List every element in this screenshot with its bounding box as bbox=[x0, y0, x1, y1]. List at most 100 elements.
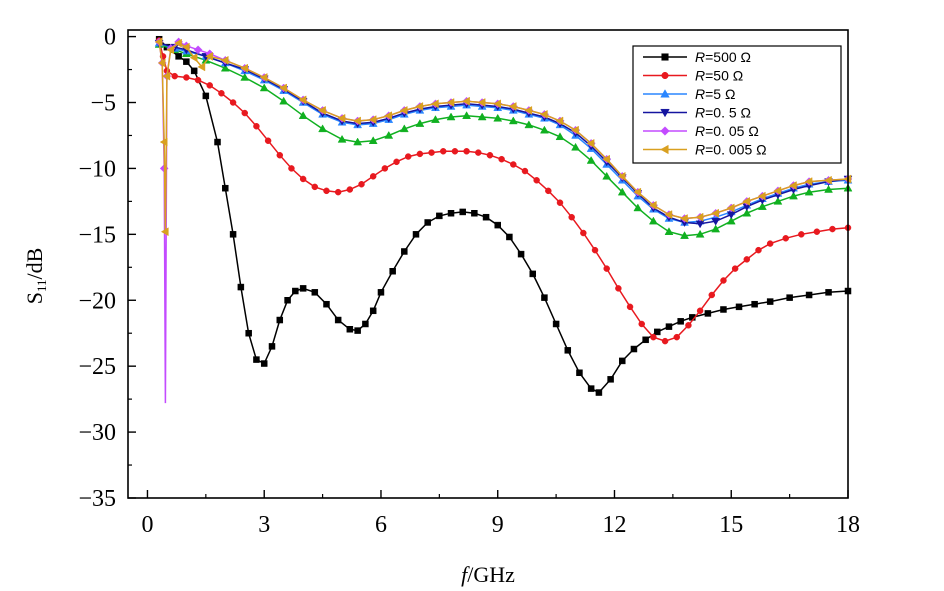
data-point-marker bbox=[568, 213, 575, 221]
data-point-marker bbox=[259, 73, 268, 82]
data-point-marker bbox=[493, 113, 503, 122]
data-point-marker bbox=[482, 213, 490, 221]
data-point-marker bbox=[323, 187, 330, 195]
legend-label-value: =0. 05 Ω bbox=[705, 123, 759, 139]
data-point-marker bbox=[782, 235, 789, 242]
data-point-marker bbox=[524, 120, 534, 129]
data-point-marker bbox=[377, 289, 385, 296]
data-point-marker bbox=[517, 250, 525, 258]
data-point-marker bbox=[661, 337, 669, 345]
data-point-marker bbox=[346, 186, 354, 193]
data-point-marker bbox=[660, 144, 669, 155]
x-tick-label: 12 bbox=[602, 512, 626, 538]
series-5 bbox=[154, 37, 852, 237]
data-point-marker bbox=[190, 67, 198, 75]
data-point-marker bbox=[175, 53, 182, 60]
data-point-marker bbox=[711, 217, 721, 226]
data-point-marker bbox=[159, 137, 168, 147]
data-point-marker bbox=[154, 37, 163, 47]
data-point-marker bbox=[539, 109, 548, 119]
data-point-marker bbox=[368, 115, 377, 125]
data-point-marker bbox=[680, 231, 689, 239]
data-point-marker bbox=[757, 202, 767, 210]
data-point-marker bbox=[298, 95, 307, 105]
data-point-marker bbox=[279, 83, 287, 93]
data-point-marker bbox=[162, 71, 171, 81]
data-point-marker bbox=[708, 291, 716, 299]
data-point-marker bbox=[766, 240, 774, 247]
data-point-marker bbox=[677, 318, 684, 325]
legend-label: R=0. 05 Ω bbox=[695, 123, 759, 139]
data-point-marker bbox=[459, 208, 466, 216]
data-point-marker bbox=[664, 227, 674, 235]
data-point-marker bbox=[288, 165, 295, 172]
data-point-marker bbox=[206, 82, 213, 89]
data-point-marker bbox=[743, 256, 751, 263]
data-point-marker bbox=[253, 356, 260, 363]
data-point-marker bbox=[346, 326, 354, 333]
legend-box bbox=[632, 45, 842, 164]
data-point-marker bbox=[431, 115, 440, 123]
data-point-marker bbox=[540, 125, 549, 134]
data-point-marker bbox=[619, 357, 626, 365]
data-point-marker bbox=[804, 177, 813, 187]
legend-label-var: R bbox=[695, 86, 705, 102]
data-point-marker bbox=[556, 199, 564, 206]
x-tick-label: 9 bbox=[492, 512, 504, 538]
y-tick-label: −35 bbox=[78, 486, 116, 512]
data-point-marker bbox=[384, 130, 394, 139]
data-point-marker bbox=[576, 369, 583, 377]
data-point-marker bbox=[510, 161, 517, 168]
data-point-marker bbox=[462, 96, 470, 106]
data-point-marker bbox=[446, 98, 455, 107]
data-point-marker bbox=[661, 53, 669, 61]
legend-label: R=500 Ω bbox=[695, 49, 751, 65]
data-point-marker bbox=[726, 203, 735, 213]
legend-label: R=5 Ω bbox=[695, 86, 735, 102]
legend-label-value: =5 Ω bbox=[705, 86, 735, 102]
data-point-marker bbox=[660, 108, 670, 118]
data-point-marker bbox=[399, 105, 408, 115]
data-point-marker bbox=[181, 42, 190, 52]
data-point-marker bbox=[358, 180, 365, 188]
data-point-marker bbox=[813, 228, 821, 235]
data-point-marker bbox=[580, 229, 587, 237]
data-point-marker bbox=[720, 306, 727, 313]
series-6 bbox=[154, 39, 853, 239]
data-point-marker bbox=[726, 216, 736, 225]
data-point-marker bbox=[393, 158, 400, 166]
data-point-marker bbox=[533, 177, 540, 184]
data-point-marker bbox=[571, 125, 579, 135]
legend: R=500 ΩR=50 ΩR=5 ΩR=0. 5 ΩR=0. 05 ΩR=0. … bbox=[632, 45, 842, 164]
data-point-marker bbox=[564, 347, 572, 354]
data-point-marker bbox=[412, 231, 420, 238]
series-1 bbox=[155, 37, 852, 345]
x-axis-title: f/GHz bbox=[461, 562, 515, 587]
data-point-marker bbox=[229, 231, 237, 238]
legend-label-value: =0. 5 Ω bbox=[705, 105, 751, 121]
plot-frame bbox=[127, 29, 849, 499]
data-point-marker bbox=[447, 209, 455, 217]
data-point-marker bbox=[742, 196, 751, 206]
legend-label-value: =50 Ω bbox=[705, 68, 743, 84]
data-point-marker bbox=[735, 303, 743, 311]
data-point-marker bbox=[381, 165, 389, 172]
data-point-marker bbox=[654, 328, 661, 336]
y-tick-label: −15 bbox=[78, 222, 116, 248]
data-point-marker bbox=[475, 149, 482, 156]
data-point-marker bbox=[323, 300, 330, 308]
data-point-marker bbox=[711, 208, 719, 218]
data-point-marker bbox=[545, 187, 552, 195]
x-tick-label: 18 bbox=[836, 512, 860, 538]
data-point-marker bbox=[264, 137, 272, 144]
data-point-marker bbox=[529, 270, 537, 278]
data-point-marker bbox=[642, 336, 649, 344]
data-point-marker bbox=[789, 181, 797, 190]
legend-item: R=0. 5 Ω bbox=[643, 105, 751, 121]
data-point-marker bbox=[661, 71, 669, 80]
data-point-marker bbox=[183, 74, 190, 81]
data-point-marker bbox=[696, 307, 704, 315]
data-point-marker bbox=[197, 62, 206, 72]
data-point-marker bbox=[798, 231, 805, 238]
data-point-marker bbox=[630, 345, 638, 353]
